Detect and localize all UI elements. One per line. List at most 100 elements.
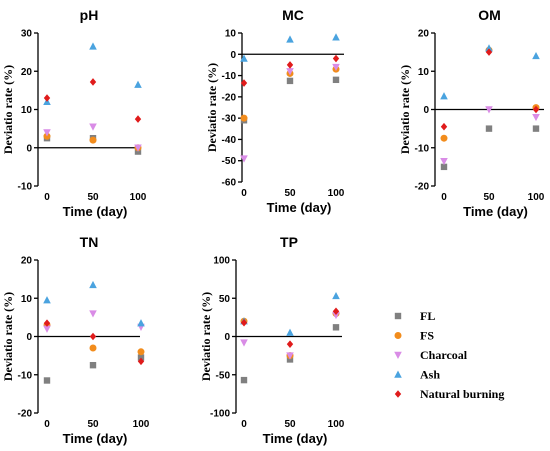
point-ash	[43, 296, 51, 304]
x-tick-label: 0	[441, 192, 447, 203]
point-fl	[286, 77, 294, 85]
chart-title: pH	[80, 7, 99, 23]
point-ash	[137, 319, 145, 327]
y-tick-label: -50	[222, 156, 237, 167]
y-tick-label: -50	[216, 370, 231, 381]
x-tick-label: 100	[528, 192, 545, 203]
point-fl	[43, 377, 51, 384]
point-ash	[440, 92, 448, 100]
chart-title: OM	[478, 7, 501, 23]
point-natural-burning	[240, 79, 248, 87]
point-natural-burning	[532, 105, 540, 114]
x-axis-label: Time (day)	[267, 200, 332, 215]
y-tick-label: 10	[225, 29, 237, 40]
x-tick-label: 50	[87, 192, 99, 203]
point-ash	[485, 44, 493, 52]
point-fl	[332, 76, 340, 84]
point-ash	[332, 291, 340, 300]
y-tick-label: -10	[415, 143, 430, 154]
x-tick-label: 0	[241, 188, 247, 199]
point-fl	[332, 324, 340, 331]
point-charcoal	[332, 311, 340, 320]
point-natural-burning	[332, 54, 340, 63]
point-natural-burning	[440, 122, 448, 131]
y-tick-label: 0	[224, 332, 230, 343]
y-axis-label: Deviatio rate (%)	[199, 292, 213, 381]
y-tick-label: -20	[415, 182, 430, 193]
legend-marker-fs	[394, 332, 402, 339]
point-ash	[532, 51, 540, 60]
y-tick-label: 10	[21, 294, 33, 305]
point-fl	[89, 361, 97, 369]
point-charcoal	[89, 310, 97, 318]
x-tick-label: 50	[87, 419, 99, 430]
point-ash	[89, 280, 97, 289]
y-tick-label: 10	[418, 67, 430, 78]
x-axis-label: Time (day)	[463, 204, 528, 219]
y-axis-label: Deviatio rate (%)	[1, 65, 15, 154]
legend-marker-fl	[394, 312, 402, 320]
point-fs	[440, 134, 448, 142]
legend-label: Ash	[420, 368, 440, 382]
y-axis-label: Deviatio rate (%)	[398, 65, 412, 154]
point-natural-burning	[286, 340, 294, 348]
x-tick-label: 50	[483, 192, 495, 203]
point-natural-burning	[89, 332, 97, 341]
point-charcoal	[89, 123, 97, 131]
legend-marker-charcoal	[394, 351, 402, 359]
point-fl	[240, 376, 248, 384]
point-charcoal	[440, 157, 448, 166]
y-tick-label: -10	[18, 370, 33, 381]
point-fl	[485, 125, 493, 132]
y-tick-label: 50	[219, 294, 231, 305]
y-tick-label: -100	[210, 409, 230, 420]
y-tick-label: 30	[21, 29, 33, 40]
legend: FL FS Charcoal Ash Natural burning	[394, 309, 504, 401]
x-axis-label: Time (day)	[63, 204, 128, 219]
point-charcoal	[240, 339, 248, 347]
legend-label: Natural burning	[420, 387, 504, 401]
point-natural-burning	[137, 357, 145, 366]
x-tick-label: 50	[284, 419, 296, 430]
x-axis-label: Time (day)	[263, 431, 328, 446]
y-tick-label: 20	[21, 256, 33, 267]
y-axis-label: Deviatio rate (%)	[1, 292, 15, 381]
y-tick-label: 100	[213, 256, 230, 267]
point-charcoal	[43, 325, 51, 333]
legend-label: FS	[420, 329, 434, 343]
legend-marker-ash	[394, 370, 402, 378]
point-ash	[332, 33, 340, 41]
y-tick-label: 10	[21, 105, 33, 116]
point-ash	[134, 80, 142, 88]
point-natural-burning	[134, 115, 142, 123]
point-charcoal	[43, 129, 51, 137]
y-tick-label: -60	[222, 178, 237, 189]
x-tick-label: 0	[44, 192, 50, 203]
point-fs	[89, 136, 97, 144]
chart-title: TP	[280, 234, 298, 250]
point-charcoal	[332, 63, 340, 72]
x-tick-label: 0	[241, 419, 247, 430]
y-tick-label: 0	[26, 143, 32, 154]
x-tick-label: 100	[328, 188, 345, 199]
legend-label: Charcoal	[420, 348, 468, 362]
y-tick-label: -10	[222, 71, 237, 82]
point-natural-burning	[43, 319, 51, 327]
point-charcoal	[485, 106, 493, 114]
x-tick-label: 100	[328, 419, 345, 430]
chart-title: MC	[282, 7, 304, 23]
x-tick-label: 0	[44, 419, 50, 430]
point-ash	[240, 54, 248, 62]
x-tick-label: 50	[284, 188, 296, 199]
point-charcoal	[240, 155, 248, 163]
x-axis-label: Time (day)	[63, 431, 128, 446]
point-natural-burning	[332, 307, 340, 316]
point-fs	[137, 348, 145, 356]
point-fl	[440, 163, 448, 171]
panel-tn: TN -20 -10 0 10 20 0 50 100 Time (day) Deviatio ra…	[1, 234, 150, 446]
y-axis-label: Deviatio rate (%)	[205, 63, 219, 152]
